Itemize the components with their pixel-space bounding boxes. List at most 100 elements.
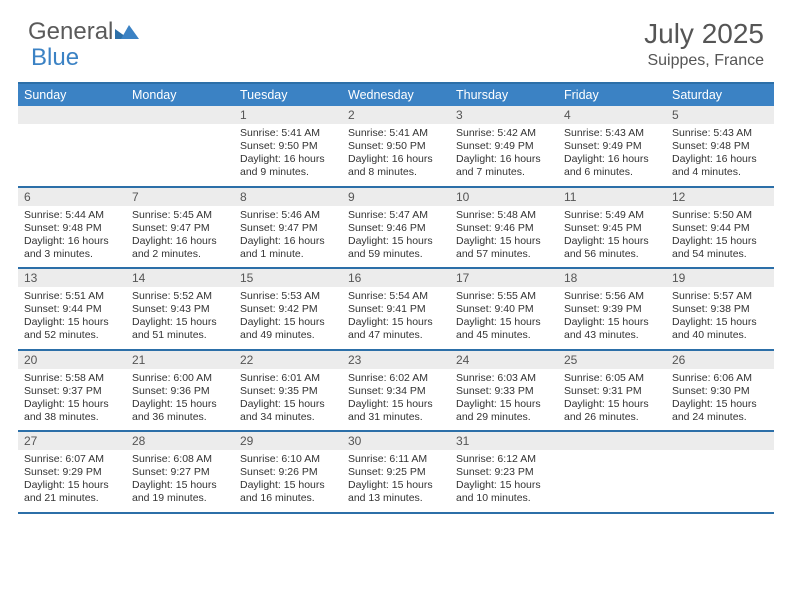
day-number: 31: [450, 432, 558, 450]
day-number: 7: [126, 188, 234, 206]
title-block: July 2025 Suippes, France: [644, 18, 764, 70]
day-number: 6: [18, 188, 126, 206]
day-number: 17: [450, 269, 558, 287]
day-details: Sunrise: 5:45 AMSunset: 9:47 PMDaylight:…: [126, 206, 234, 268]
day-number: 18: [558, 269, 666, 287]
day-cell: 5Sunrise: 5:43 AMSunset: 9:48 PMDaylight…: [666, 106, 774, 186]
day-cell: 10Sunrise: 5:48 AMSunset: 9:46 PMDayligh…: [450, 188, 558, 268]
day-number: 27: [18, 432, 126, 450]
day-details: Sunrise: 5:57 AMSunset: 9:38 PMDaylight:…: [666, 287, 774, 349]
day-details: Sunrise: 6:12 AMSunset: 9:23 PMDaylight:…: [450, 450, 558, 512]
logo-text-2: Blue: [31, 44, 79, 72]
week-row: 13Sunrise: 5:51 AMSunset: 9:44 PMDayligh…: [18, 269, 774, 351]
day-cell: 22Sunrise: 6:01 AMSunset: 9:35 PMDayligh…: [234, 351, 342, 431]
day-number: 19: [666, 269, 774, 287]
day-cell: 17Sunrise: 5:55 AMSunset: 9:40 PMDayligh…: [450, 269, 558, 349]
day-cell: 18Sunrise: 5:56 AMSunset: 9:39 PMDayligh…: [558, 269, 666, 349]
day-cell: 28Sunrise: 6:08 AMSunset: 9:27 PMDayligh…: [126, 432, 234, 512]
day-details: Sunrise: 5:49 AMSunset: 9:45 PMDaylight:…: [558, 206, 666, 268]
empty-cell: [666, 432, 774, 512]
day-number: 29: [234, 432, 342, 450]
dayname-wednesday: Wednesday: [342, 84, 450, 106]
day-cell: 21Sunrise: 6:00 AMSunset: 9:36 PMDayligh…: [126, 351, 234, 431]
day-cell: 12Sunrise: 5:50 AMSunset: 9:44 PMDayligh…: [666, 188, 774, 268]
dayname-saturday: Saturday: [666, 84, 774, 106]
calendar: SundayMondayTuesdayWednesdayThursdayFrid…: [18, 82, 774, 514]
dayname-tuesday: Tuesday: [234, 84, 342, 106]
day-cell: 13Sunrise: 5:51 AMSunset: 9:44 PMDayligh…: [18, 269, 126, 349]
day-number: 4: [558, 106, 666, 124]
day-details: Sunrise: 6:05 AMSunset: 9:31 PMDaylight:…: [558, 369, 666, 431]
day-details: Sunrise: 5:43 AMSunset: 9:48 PMDaylight:…: [666, 124, 774, 186]
day-cell: 23Sunrise: 6:02 AMSunset: 9:34 PMDayligh…: [342, 351, 450, 431]
day-cell: 4Sunrise: 5:43 AMSunset: 9:49 PMDaylight…: [558, 106, 666, 186]
day-number: 8: [234, 188, 342, 206]
week-row: 6Sunrise: 5:44 AMSunset: 9:48 PMDaylight…: [18, 188, 774, 270]
day-number: [126, 106, 234, 124]
day-details: Sunrise: 5:56 AMSunset: 9:39 PMDaylight:…: [558, 287, 666, 349]
month-title: July 2025: [644, 18, 764, 50]
week-row: 27Sunrise: 6:07 AMSunset: 9:29 PMDayligh…: [18, 432, 774, 514]
dayname-friday: Friday: [558, 84, 666, 106]
day-details: Sunrise: 5:52 AMSunset: 9:43 PMDaylight:…: [126, 287, 234, 349]
day-cell: 20Sunrise: 5:58 AMSunset: 9:37 PMDayligh…: [18, 351, 126, 431]
day-details: Sunrise: 5:41 AMSunset: 9:50 PMDaylight:…: [342, 124, 450, 186]
day-number: [666, 432, 774, 450]
day-details: Sunrise: 5:47 AMSunset: 9:46 PMDaylight:…: [342, 206, 450, 268]
day-details: Sunrise: 6:06 AMSunset: 9:30 PMDaylight:…: [666, 369, 774, 431]
day-number: 15: [234, 269, 342, 287]
day-cell: 29Sunrise: 6:10 AMSunset: 9:26 PMDayligh…: [234, 432, 342, 512]
week-row: 1Sunrise: 5:41 AMSunset: 9:50 PMDaylight…: [18, 106, 774, 188]
day-details: Sunrise: 5:58 AMSunset: 9:37 PMDaylight:…: [18, 369, 126, 431]
empty-cell: [558, 432, 666, 512]
day-cell: 31Sunrise: 6:12 AMSunset: 9:23 PMDayligh…: [450, 432, 558, 512]
day-number: [558, 432, 666, 450]
day-details: Sunrise: 6:10 AMSunset: 9:26 PMDaylight:…: [234, 450, 342, 512]
day-number: 14: [126, 269, 234, 287]
day-number: 2: [342, 106, 450, 124]
day-details: Sunrise: 5:51 AMSunset: 9:44 PMDaylight:…: [18, 287, 126, 349]
day-number: 12: [666, 188, 774, 206]
day-details: Sunrise: 6:02 AMSunset: 9:34 PMDaylight:…: [342, 369, 450, 431]
day-number: 16: [342, 269, 450, 287]
day-cell: 3Sunrise: 5:42 AMSunset: 9:49 PMDaylight…: [450, 106, 558, 186]
day-cell: 24Sunrise: 6:03 AMSunset: 9:33 PMDayligh…: [450, 351, 558, 431]
day-number: 10: [450, 188, 558, 206]
day-cell: 6Sunrise: 5:44 AMSunset: 9:48 PMDaylight…: [18, 188, 126, 268]
empty-cell: [126, 106, 234, 186]
day-cell: 2Sunrise: 5:41 AMSunset: 9:50 PMDaylight…: [342, 106, 450, 186]
day-cell: 19Sunrise: 5:57 AMSunset: 9:38 PMDayligh…: [666, 269, 774, 349]
day-number: 13: [18, 269, 126, 287]
day-number: 20: [18, 351, 126, 369]
dayname-sunday: Sunday: [18, 84, 126, 106]
day-number: 1: [234, 106, 342, 124]
day-cell: 14Sunrise: 5:52 AMSunset: 9:43 PMDayligh…: [126, 269, 234, 349]
day-details: Sunrise: 6:08 AMSunset: 9:27 PMDaylight:…: [126, 450, 234, 512]
day-number: 23: [342, 351, 450, 369]
day-details: Sunrise: 6:00 AMSunset: 9:36 PMDaylight:…: [126, 369, 234, 431]
day-details: Sunrise: 5:46 AMSunset: 9:47 PMDaylight:…: [234, 206, 342, 268]
day-number: 24: [450, 351, 558, 369]
day-number: 22: [234, 351, 342, 369]
logo-text-1: General: [28, 18, 113, 46]
day-details: [558, 450, 666, 508]
day-details: Sunrise: 6:03 AMSunset: 9:33 PMDaylight:…: [450, 369, 558, 431]
day-cell: 7Sunrise: 5:45 AMSunset: 9:47 PMDaylight…: [126, 188, 234, 268]
day-details: [18, 124, 126, 182]
day-number: [18, 106, 126, 124]
day-cell: 15Sunrise: 5:53 AMSunset: 9:42 PMDayligh…: [234, 269, 342, 349]
location: Suippes, France: [644, 52, 764, 70]
week-header: SundayMondayTuesdayWednesdayThursdayFrid…: [18, 84, 774, 106]
dayname-thursday: Thursday: [450, 84, 558, 106]
day-details: Sunrise: 5:44 AMSunset: 9:48 PMDaylight:…: [18, 206, 126, 268]
day-details: Sunrise: 6:11 AMSunset: 9:25 PMDaylight:…: [342, 450, 450, 512]
day-details: Sunrise: 5:42 AMSunset: 9:49 PMDaylight:…: [450, 124, 558, 186]
day-cell: 1Sunrise: 5:41 AMSunset: 9:50 PMDaylight…: [234, 106, 342, 186]
day-details: Sunrise: 6:01 AMSunset: 9:35 PMDaylight:…: [234, 369, 342, 431]
day-number: 26: [666, 351, 774, 369]
day-details: Sunrise: 5:53 AMSunset: 9:42 PMDaylight:…: [234, 287, 342, 349]
day-details: [666, 450, 774, 508]
day-details: Sunrise: 6:07 AMSunset: 9:29 PMDaylight:…: [18, 450, 126, 512]
logo: General: [28, 18, 141, 46]
day-number: 28: [126, 432, 234, 450]
